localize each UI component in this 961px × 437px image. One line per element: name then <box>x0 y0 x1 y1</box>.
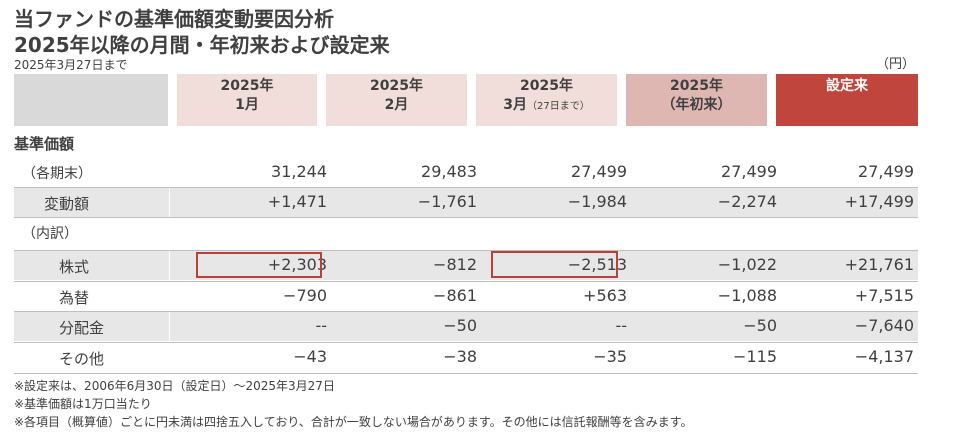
row-label-change: 変動額 <box>44 195 90 213</box>
footnote-rounding: ※各項目（概算値）ごとに円未満は四捨五入しており、合計が一致しない場合があります… <box>14 415 693 429</box>
table-row-other: その他 −43 −38 −35 −115 −4,137 <box>14 343 918 372</box>
cell-stocks-inception: +21,761 <box>844 255 914 274</box>
section-nav-title: 基準価額 <box>14 135 75 153</box>
footnote-per-unit: ※基準価額は1万口当たり <box>14 397 152 411</box>
header-february: 2025年 2月 <box>326 74 467 126</box>
divider <box>169 312 170 341</box>
divider <box>14 311 918 312</box>
section-breakdown-title: （内訳） <box>22 226 78 242</box>
table-row-change: 変動額 +1,471 −1,761 −1,984 −2,274 +17,499 <box>14 188 918 217</box>
cell-change-mar: −1,984 <box>567 192 627 211</box>
row-label-other: その他 <box>59 350 105 368</box>
header-ytd-label: （年初来） <box>661 97 732 113</box>
cell-other-mar: −35 <box>593 347 627 366</box>
cell-distribution-feb: −50 <box>443 316 477 335</box>
divider <box>14 187 918 188</box>
table-row-stocks: 株式 +2,303 −812 −2,513 −1,022 +21,761 <box>14 251 918 280</box>
page-subtitle: 2025年以降の月間・年初来および設定来 <box>14 33 390 57</box>
highlight-box-mar-stocks <box>491 251 618 278</box>
header-ytd: 2025年 （年初来） <box>626 74 767 126</box>
header-blank-cell <box>14 74 168 126</box>
cell-other-inception: −4,137 <box>854 347 914 366</box>
header-since-inception-label: 設定来 <box>826 78 868 94</box>
cell-stocks-mar: −2,513 <box>567 255 627 274</box>
header-january-month: 1月 <box>235 97 259 113</box>
divider <box>169 251 170 280</box>
header-january: 2025年 1月 <box>177 74 317 126</box>
page-title: 当ファンドの基準価額変動要因分析 <box>14 7 334 31</box>
cell-change-feb: −1,761 <box>417 192 477 211</box>
row-label-period-end: （各期末） <box>22 166 92 182</box>
cell-fx-mar: +563 <box>583 286 627 305</box>
unit-label: （円） <box>876 57 916 72</box>
cell-change-jan: +1,471 <box>267 192 327 211</box>
header-march-month: 3月 <box>503 97 527 113</box>
cell-change-inception: +17,499 <box>844 192 914 211</box>
row-label-fx: 為替 <box>59 289 90 307</box>
cell-fx-jan: −790 <box>283 286 327 305</box>
cell-distribution-inception: −7,640 <box>854 316 914 335</box>
header-february-year: 2025年 <box>370 78 423 94</box>
header-since-inception: 設定来 <box>776 74 918 126</box>
as-of-date: 2025年3月27日まで <box>14 58 128 72</box>
cell-period-end-mar: 27,499 <box>571 162 627 181</box>
row-label-distribution: 分配金 <box>59 319 105 337</box>
cell-fx-inception: +7,515 <box>854 286 914 305</box>
header-march: 2025年 3月（27日まで） <box>476 74 617 126</box>
cell-period-end-feb: 29,483 <box>421 162 477 181</box>
cell-period-end-ytd: 27,499 <box>721 162 777 181</box>
header-january-year: 2025年 <box>220 78 274 94</box>
table-row-fx: 為替 −790 −861 +563 −1,088 +7,515 <box>14 282 918 311</box>
header-march-note: （27日まで） <box>527 101 590 112</box>
cell-distribution-mar: ‐‐ <box>615 316 627 335</box>
cell-fx-ytd: −1,088 <box>717 286 777 305</box>
cell-period-end-jan: 31,244 <box>271 162 327 181</box>
cell-distribution-jan: ‐‐ <box>315 316 327 335</box>
header-february-month: 2月 <box>384 97 409 113</box>
cell-change-ytd: −2,274 <box>717 192 777 211</box>
highlight-box-jan-stocks <box>196 252 322 278</box>
divider <box>14 373 918 374</box>
footnote-inception: ※設定来は、2006年6月30日（設定日）〜2025年3月27日 <box>14 379 335 393</box>
cell-stocks-feb: −812 <box>433 255 477 274</box>
divider <box>169 188 170 217</box>
cell-period-end-inception: 27,499 <box>858 162 914 181</box>
header-ytd-year: 2025年 <box>670 78 723 94</box>
divider <box>14 250 918 251</box>
cell-stocks-ytd: −1,022 <box>717 255 777 274</box>
header-march-month-line: 3月（27日まで） <box>476 96 617 116</box>
divider <box>14 217 918 218</box>
cell-other-feb: −38 <box>443 347 477 366</box>
table-row-distribution: 分配金 ‐‐ −50 ‐‐ −50 −7,640 <box>14 312 918 341</box>
divider <box>14 281 918 282</box>
divider <box>14 342 918 343</box>
cell-fx-feb: −861 <box>433 286 477 305</box>
table-row-period-end: （各期末） 31,244 29,483 27,499 27,499 27,499 <box>14 158 918 187</box>
row-label-stocks: 株式 <box>59 258 90 276</box>
cell-stocks-jan: +2,303 <box>267 255 327 274</box>
cell-other-ytd: −115 <box>733 347 777 366</box>
cell-distribution-ytd: −50 <box>743 316 777 335</box>
cell-other-jan: −43 <box>293 347 327 366</box>
header-march-year: 2025年 <box>520 78 573 94</box>
